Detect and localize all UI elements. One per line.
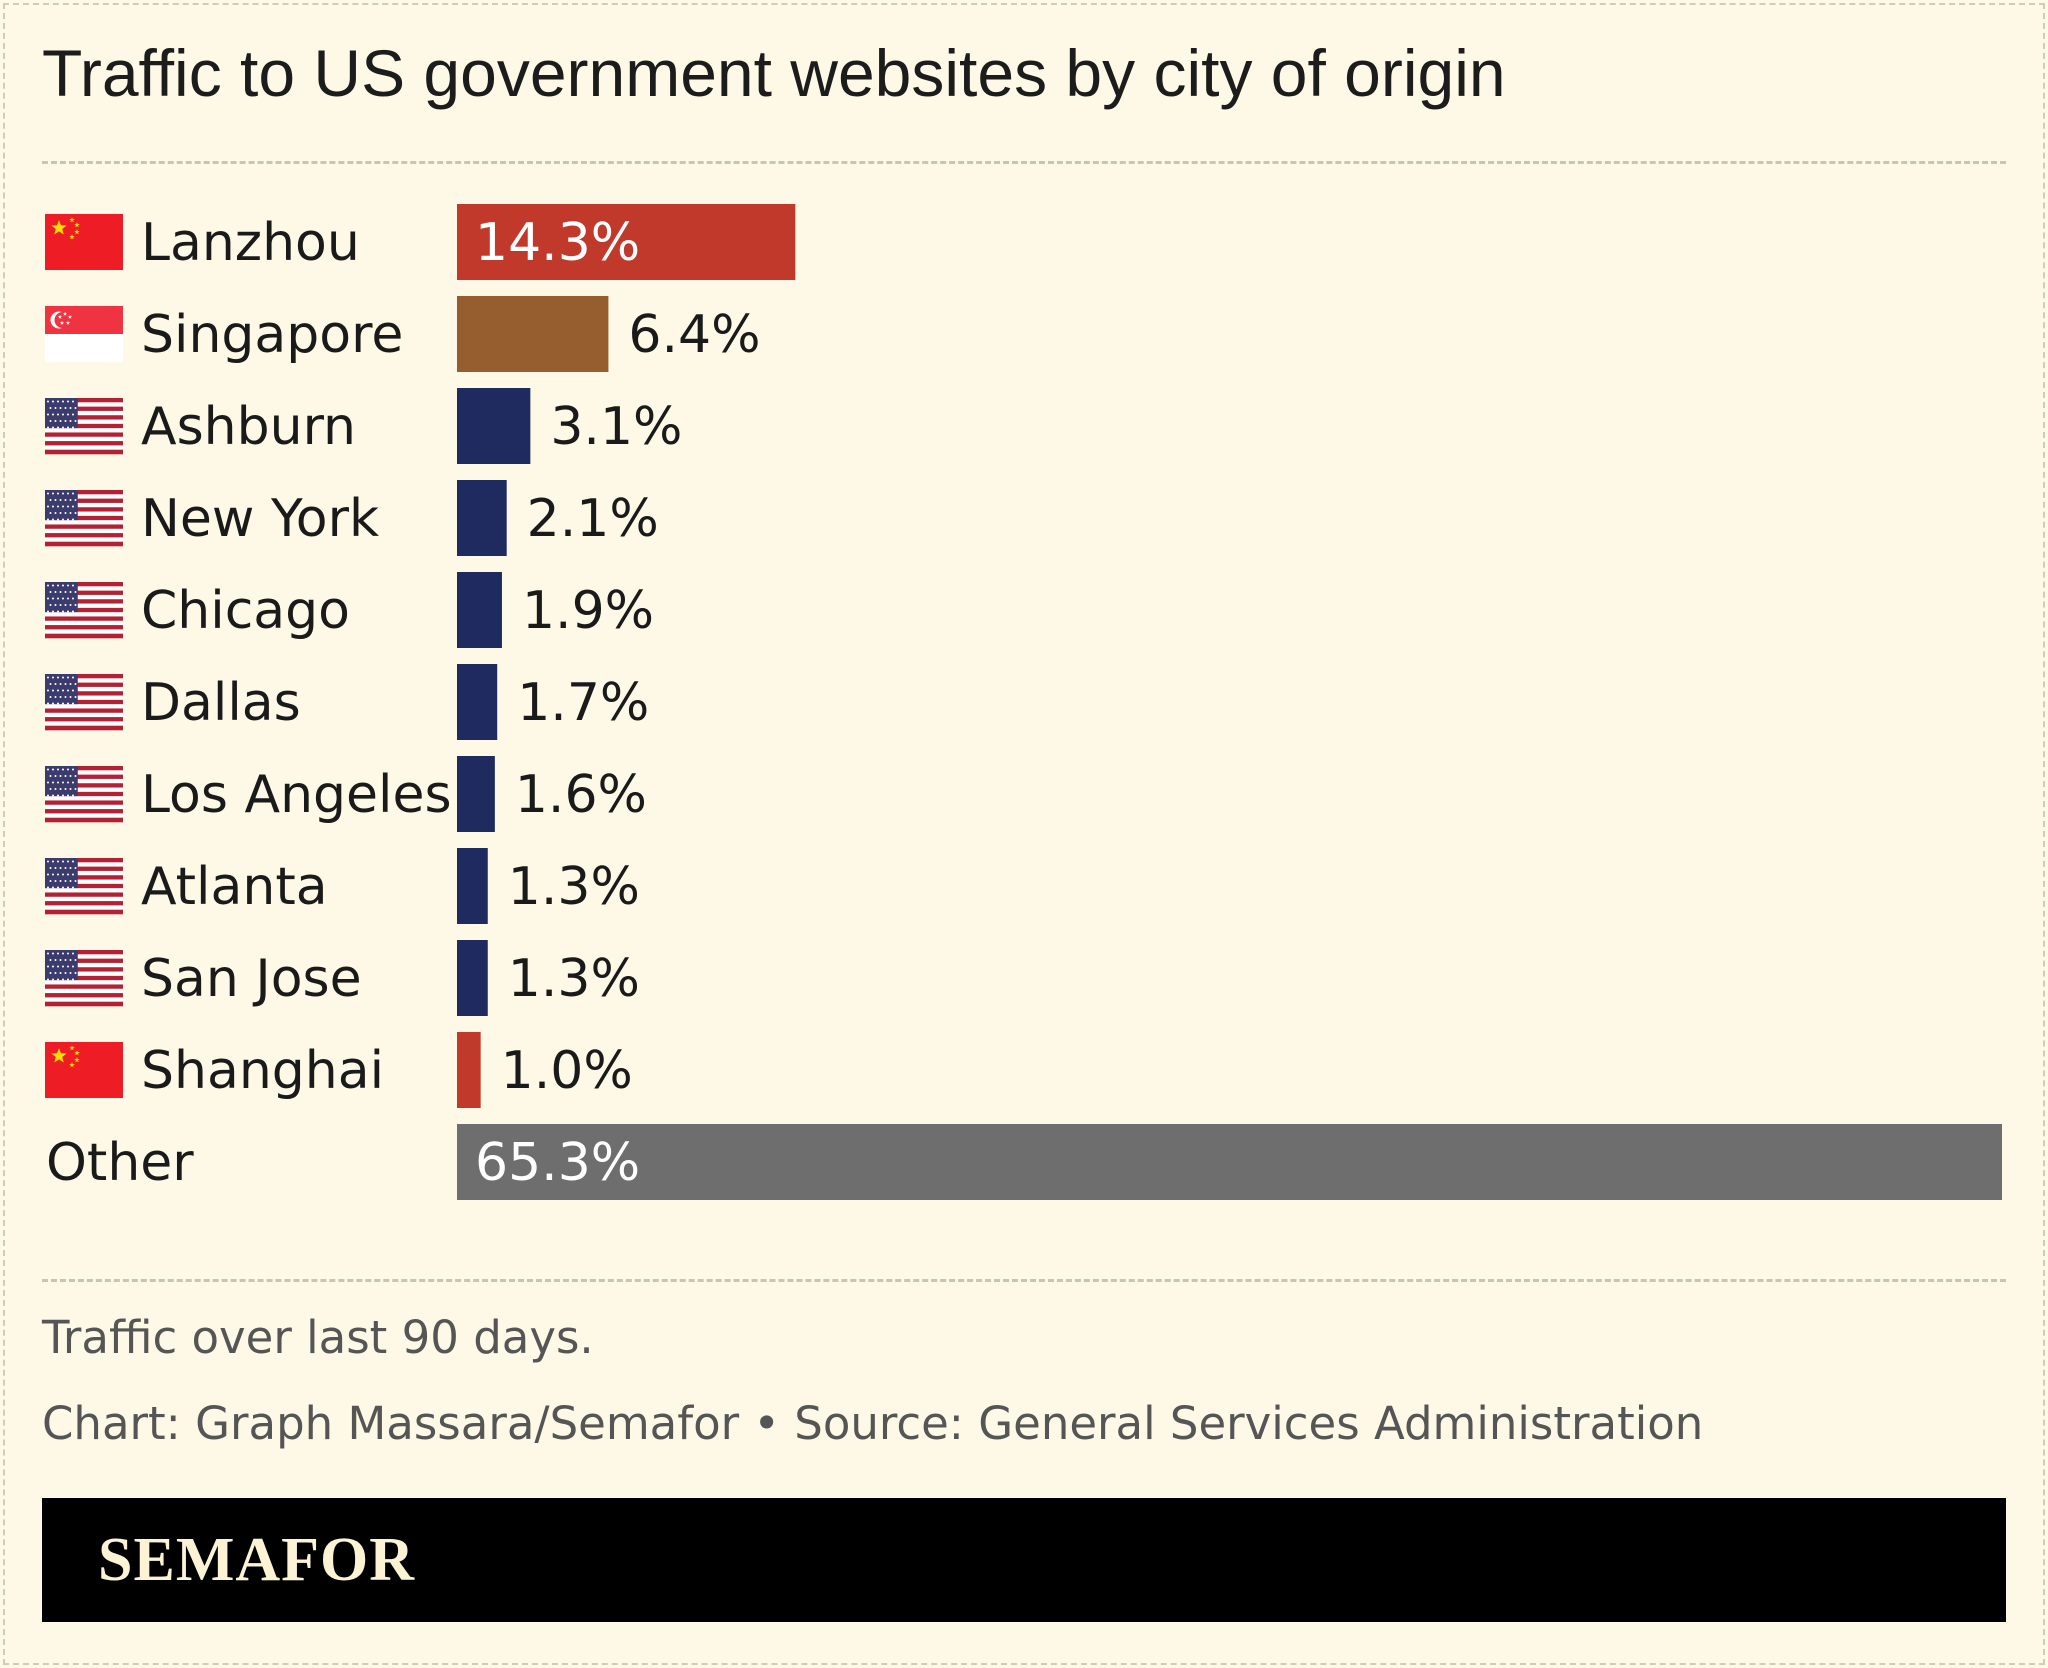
category-label: New York <box>141 489 379 549</box>
bar-other <box>457 1124 2002 1200</box>
category-label: Ashburn <box>141 397 356 457</box>
bar-chart: Lanzhou 14.3% Singapore 6.4% Ashburn 3.1% New … <box>45 204 2002 1200</box>
category-label: Singapore <box>141 305 403 365</box>
category-label: Chicago <box>141 581 350 641</box>
us-flag-icon <box>45 674 123 731</box>
bar-lanzhou <box>457 204 796 280</box>
category-label: Dallas <box>141 673 301 733</box>
bar-shanghai <box>457 1032 481 1108</box>
semafor-logo: SEMAFOR <box>98 1526 415 1594</box>
value-label: 3.1% <box>550 397 682 457</box>
value-label: 1.9% <box>522 581 654 641</box>
bottom-divider <box>42 1279 2006 1282</box>
category-label: Los Angeles <box>141 765 452 825</box>
chart-frame <box>3 3 2045 1665</box>
singapore-flag-icon <box>45 306 123 362</box>
value-label: 65.3% <box>475 1133 640 1193</box>
brand-footer: SEMAFOR <box>42 1498 2006 1622</box>
category-label: Atlanta <box>141 857 328 917</box>
us-flag-icon <box>45 398 123 455</box>
us-flag-icon <box>45 490 123 547</box>
category-label: Lanzhou <box>141 213 360 273</box>
value-label: 1.6% <box>515 765 647 825</box>
chart-note: Traffic over last 90 days. <box>42 1311 594 1364</box>
us-flag-icon <box>45 582 123 639</box>
bar-singapore <box>457 296 609 372</box>
us-flag-icon <box>45 766 123 823</box>
top-divider <box>42 161 2006 164</box>
us-flag-icon <box>45 858 123 915</box>
category-label: Other <box>46 1133 194 1193</box>
bar-chicago <box>457 572 502 648</box>
chart-title: Traffic to US government websites by cit… <box>42 36 1506 110</box>
value-label: 14.3% <box>475 213 640 273</box>
bar-dallas <box>457 664 498 740</box>
value-label: 1.0% <box>501 1041 633 1101</box>
china-flag-icon <box>45 1042 123 1098</box>
value-label: 6.4% <box>628 305 760 365</box>
bar-atlanta <box>457 848 488 924</box>
us-flag-icon <box>45 950 123 1007</box>
category-label: Shanghai <box>141 1041 384 1101</box>
value-label: 2.1% <box>527 489 659 549</box>
chart-credit: Chart: Graph Massara/Semafor • Source: G… <box>42 1397 1704 1450</box>
value-label: 1.3% <box>508 949 640 1009</box>
bar-san-jose <box>457 940 488 1016</box>
china-flag-icon <box>45 214 123 270</box>
value-label: 1.3% <box>508 857 640 917</box>
value-label: 1.7% <box>517 673 649 733</box>
category-label: San Jose <box>141 949 362 1009</box>
bar-new-york <box>457 480 507 556</box>
bar-ashburn <box>457 388 531 464</box>
bar-los-angeles <box>457 756 495 832</box>
